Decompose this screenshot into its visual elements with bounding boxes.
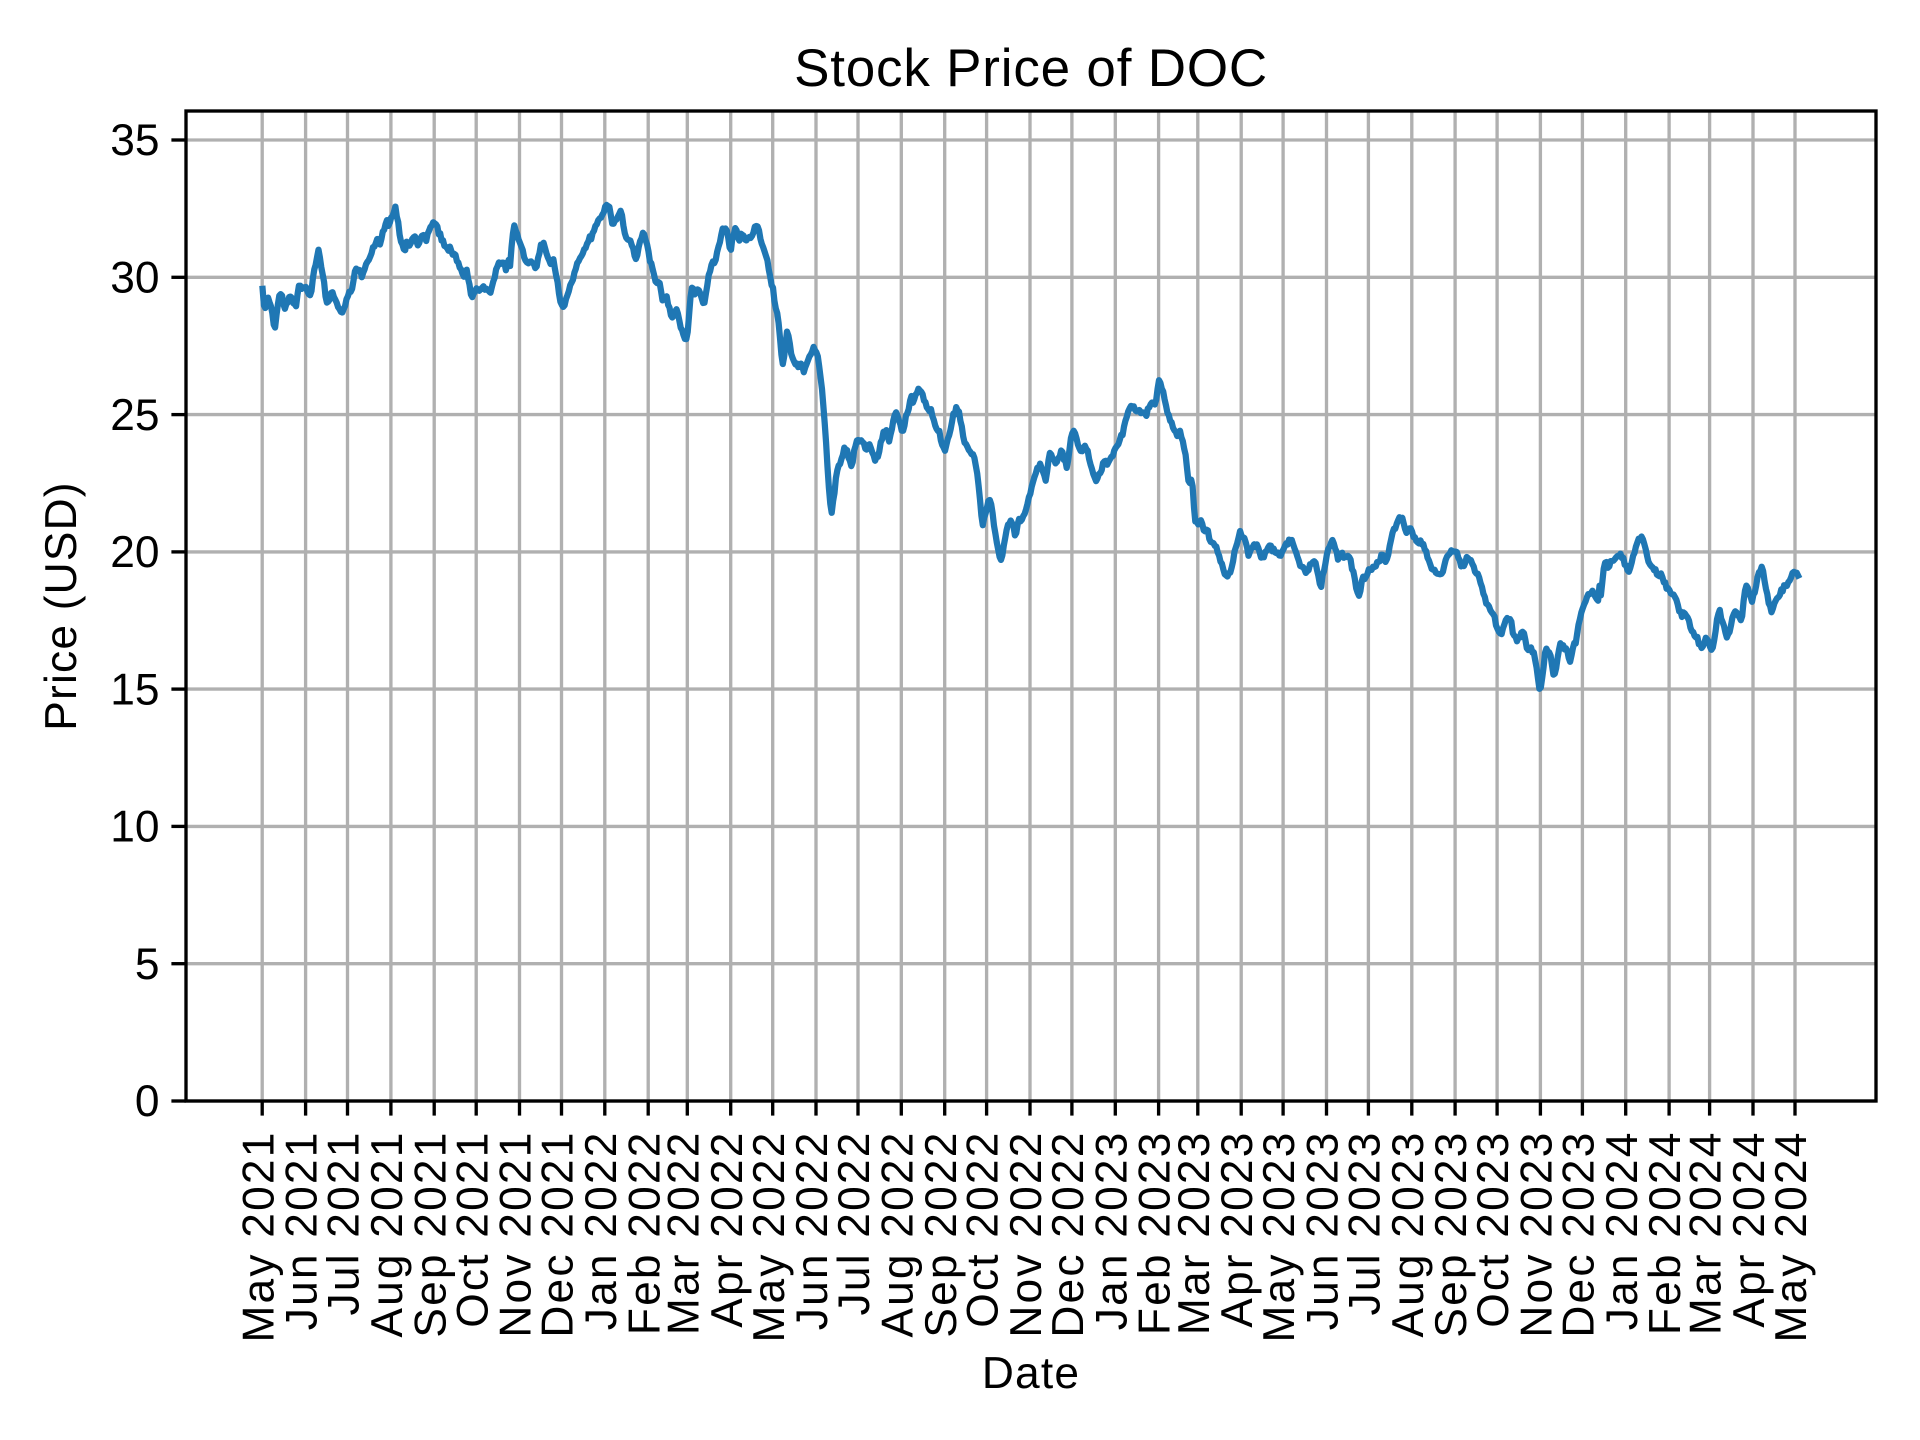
svg-text:15: 15 bbox=[110, 665, 159, 714]
svg-text:Jan 2022: Jan 2022 bbox=[577, 1130, 626, 1330]
svg-text:25: 25 bbox=[110, 391, 159, 440]
svg-text:Jan 2023: Jan 2023 bbox=[1087, 1130, 1136, 1330]
svg-text:Jan 2024: Jan 2024 bbox=[1598, 1130, 1647, 1330]
svg-text:Jun 2023: Jun 2023 bbox=[1299, 1130, 1348, 1330]
svg-text:20: 20 bbox=[110, 528, 159, 577]
svg-text:May 2021: May 2021 bbox=[234, 1130, 283, 1342]
svg-text:Oct 2023: Oct 2023 bbox=[1469, 1130, 1518, 1327]
svg-text:Dec 2021: Dec 2021 bbox=[534, 1130, 583, 1337]
svg-text:Oct 2022: Oct 2022 bbox=[959, 1130, 1008, 1327]
svg-text:Mar 2022: Mar 2022 bbox=[659, 1130, 708, 1335]
svg-text:5: 5 bbox=[135, 940, 160, 989]
svg-text:Jul 2022: Jul 2022 bbox=[830, 1130, 879, 1315]
svg-text:Apr 2022: Apr 2022 bbox=[703, 1130, 752, 1327]
svg-text:10: 10 bbox=[110, 803, 159, 852]
svg-text:Feb 2022: Feb 2022 bbox=[620, 1130, 669, 1335]
svg-text:Aug 2022: Aug 2022 bbox=[873, 1130, 922, 1337]
svg-text:Sep 2021: Sep 2021 bbox=[406, 1130, 455, 1337]
svg-text:Nov 2021: Nov 2021 bbox=[492, 1130, 541, 1337]
svg-text:Aug 2023: Aug 2023 bbox=[1384, 1130, 1433, 1337]
svg-text:May 2023: May 2023 bbox=[1255, 1130, 1304, 1342]
svg-text:Jun 2022: Jun 2022 bbox=[788, 1130, 837, 1330]
svg-text:Dec 2022: Dec 2022 bbox=[1044, 1130, 1093, 1337]
svg-text:Aug 2021: Aug 2021 bbox=[363, 1130, 412, 1337]
svg-text:Dec 2023: Dec 2023 bbox=[1555, 1130, 1604, 1337]
svg-text:Sep 2023: Sep 2023 bbox=[1427, 1130, 1476, 1337]
svg-text:Oct 2021: Oct 2021 bbox=[448, 1130, 497, 1327]
svg-text:Sep 2022: Sep 2022 bbox=[917, 1130, 966, 1337]
svg-text:30: 30 bbox=[110, 254, 159, 303]
svg-text:Mar 2024: Mar 2024 bbox=[1682, 1130, 1731, 1335]
svg-text:Nov 2022: Nov 2022 bbox=[1002, 1130, 1051, 1337]
svg-text:Price (USD): Price (USD) bbox=[37, 481, 86, 730]
svg-text:0: 0 bbox=[135, 1077, 160, 1126]
svg-text:Mar 2023: Mar 2023 bbox=[1170, 1130, 1219, 1335]
svg-text:Jun 2021: Jun 2021 bbox=[278, 1130, 327, 1330]
svg-text:Stock Price of DOC: Stock Price of DOC bbox=[794, 39, 1268, 98]
svg-text:Apr 2023: Apr 2023 bbox=[1213, 1130, 1262, 1327]
svg-text:35: 35 bbox=[110, 116, 159, 165]
svg-text:May 2022: May 2022 bbox=[745, 1130, 794, 1342]
svg-text:Jul 2021: Jul 2021 bbox=[320, 1130, 369, 1315]
svg-text:Feb 2024: Feb 2024 bbox=[1641, 1130, 1690, 1335]
svg-text:Jul 2023: Jul 2023 bbox=[1341, 1130, 1390, 1315]
svg-text:Date: Date bbox=[982, 1349, 1080, 1398]
svg-text:Feb 2023: Feb 2023 bbox=[1131, 1130, 1180, 1335]
svg-text:May 2024: May 2024 bbox=[1767, 1130, 1816, 1342]
svg-text:Nov 2023: Nov 2023 bbox=[1513, 1130, 1562, 1337]
svg-text:Apr 2024: Apr 2024 bbox=[1725, 1130, 1774, 1327]
